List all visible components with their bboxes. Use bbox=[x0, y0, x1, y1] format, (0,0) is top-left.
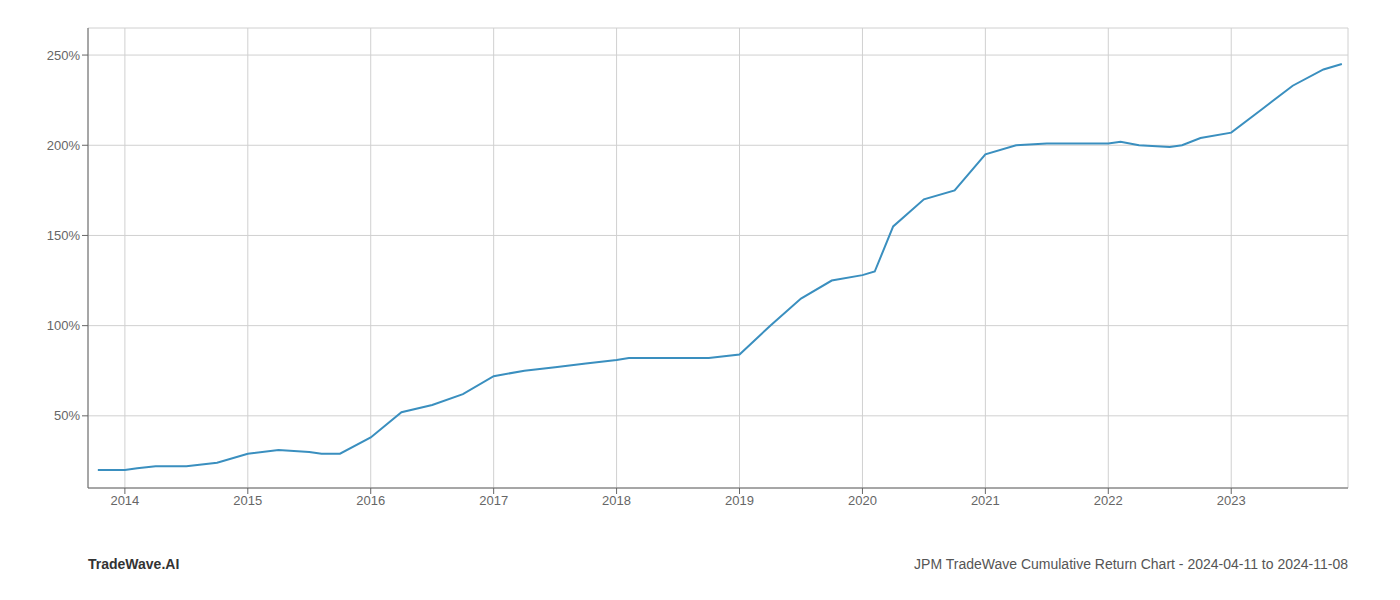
svg-text:2022: 2022 bbox=[1094, 493, 1123, 508]
svg-text:100%: 100% bbox=[47, 318, 81, 333]
svg-text:2020: 2020 bbox=[848, 493, 877, 508]
svg-text:2021: 2021 bbox=[971, 493, 1000, 508]
svg-text:250%: 250% bbox=[47, 48, 81, 63]
svg-text:2017: 2017 bbox=[479, 493, 508, 508]
svg-text:2018: 2018 bbox=[602, 493, 631, 508]
html-text:TradeWave.AI: TradeWave.AI bbox=[88, 556, 180, 572]
svg-text:2015: 2015 bbox=[233, 493, 262, 508]
html-text:JPM TradeWave Cumulative Retur: JPM TradeWave Cumulative Return Chart - … bbox=[914, 556, 1348, 572]
svg-text:2014: 2014 bbox=[110, 493, 139, 508]
svg-text:200%: 200% bbox=[47, 138, 81, 153]
svg-text:50%: 50% bbox=[54, 408, 80, 423]
svg-text:2016: 2016 bbox=[356, 493, 385, 508]
svg-text:2019: 2019 bbox=[725, 493, 754, 508]
svg-text:2023: 2023 bbox=[1217, 493, 1246, 508]
svg-text:150%: 150% bbox=[47, 228, 81, 243]
